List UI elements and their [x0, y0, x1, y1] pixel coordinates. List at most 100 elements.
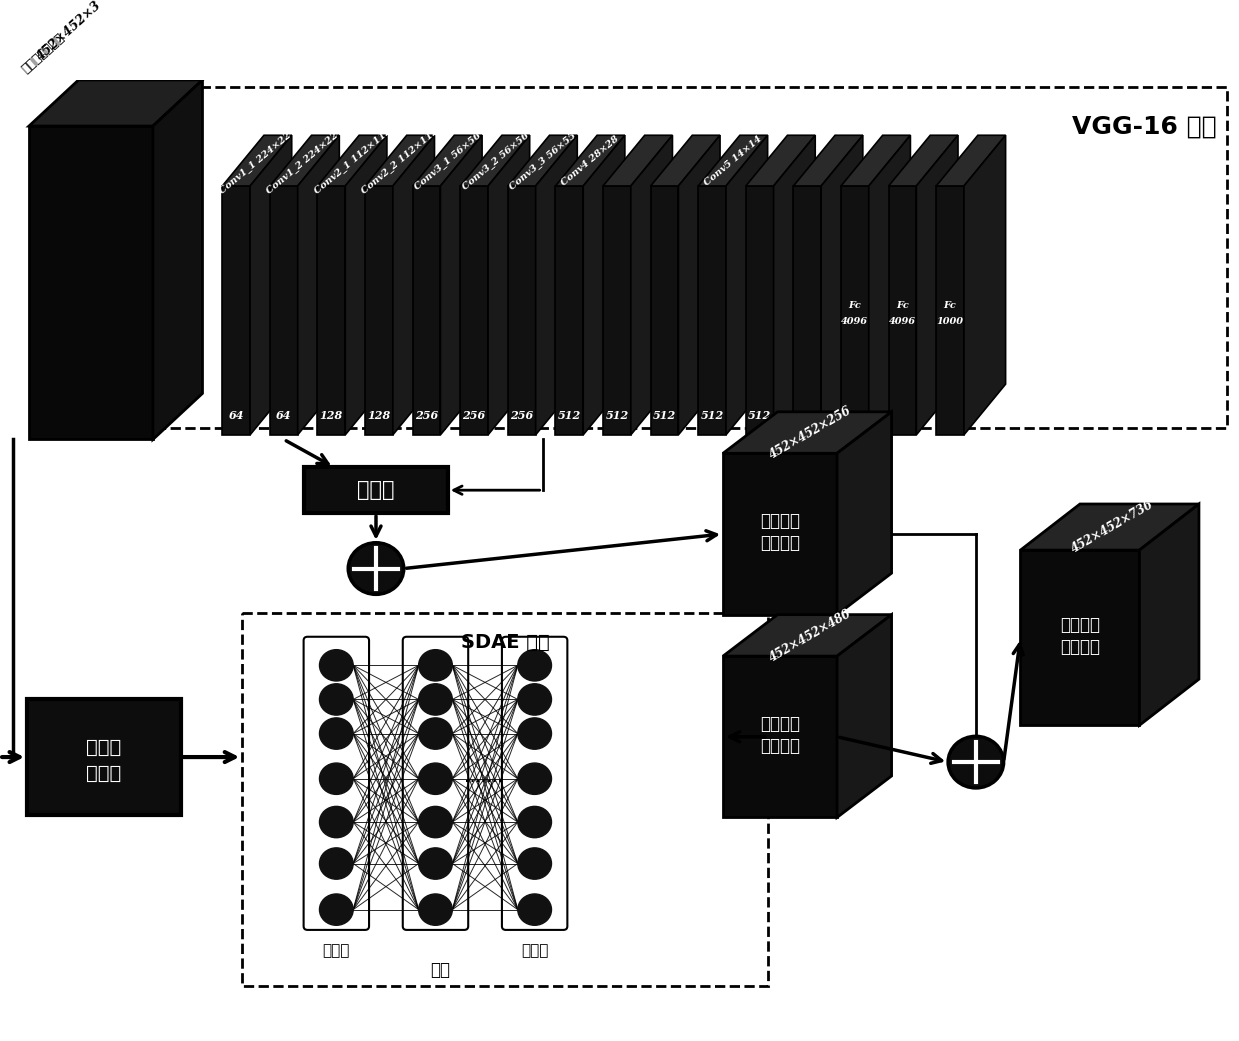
- Polygon shape: [821, 135, 862, 435]
- Polygon shape: [152, 80, 202, 439]
- Polygon shape: [746, 135, 815, 186]
- Polygon shape: [413, 186, 440, 435]
- Text: Conv3_2 56×56: Conv3_2 56×56: [460, 130, 530, 191]
- Circle shape: [518, 763, 551, 794]
- Circle shape: [518, 847, 551, 880]
- Polygon shape: [555, 186, 584, 435]
- Text: 短期特征: 短期特征: [760, 512, 800, 530]
- Text: 512: 512: [748, 410, 772, 421]
- Polygon shape: [841, 135, 911, 186]
- Text: 452×452×256: 452×452×256: [767, 404, 854, 461]
- Circle shape: [419, 650, 452, 681]
- Text: Conv2_1 112×112: Conv2_1 112×112: [312, 126, 393, 196]
- Text: 256: 256: [510, 410, 533, 421]
- Polygon shape: [270, 186, 297, 435]
- Circle shape: [419, 684, 452, 715]
- Text: SDAE 网络: SDAE 网络: [461, 633, 549, 652]
- Circle shape: [419, 894, 452, 925]
- Circle shape: [419, 847, 452, 880]
- Polygon shape: [917, 135, 958, 435]
- Text: 融合后的: 融合后的: [1059, 638, 1100, 656]
- Bar: [242, 613, 768, 986]
- Text: 上采样: 上采样: [357, 480, 395, 500]
- Circle shape: [348, 542, 404, 594]
- Polygon shape: [393, 135, 435, 435]
- Text: Fc: Fc: [896, 301, 909, 310]
- Polygon shape: [937, 186, 964, 435]
- Text: Conv3_3 56×55: Conv3_3 56×55: [508, 130, 577, 191]
- Text: 256: 256: [415, 410, 439, 421]
- Text: 输出层: 输出层: [520, 943, 549, 958]
- Polygon shape: [222, 186, 250, 435]
- Polygon shape: [937, 135, 1006, 186]
- Text: 512: 512: [795, 410, 819, 421]
- Polygon shape: [535, 135, 577, 435]
- Circle shape: [320, 847, 353, 880]
- Text: 256: 256: [462, 410, 486, 421]
- Polygon shape: [793, 186, 821, 435]
- Polygon shape: [317, 135, 387, 186]
- Circle shape: [518, 807, 551, 838]
- FancyBboxPatch shape: [502, 637, 567, 930]
- Polygon shape: [603, 135, 673, 186]
- Polygon shape: [413, 135, 482, 186]
- Bar: [156, 87, 1227, 429]
- Text: 452×452×736: 452×452×736: [1069, 499, 1156, 556]
- Polygon shape: [699, 186, 726, 435]
- Text: Conv3_1 56×56: Conv3_1 56×56: [413, 130, 482, 191]
- Polygon shape: [460, 186, 488, 435]
- Text: 像素级的: 像素级的: [760, 534, 800, 552]
- Polygon shape: [1021, 504, 1199, 550]
- Polygon shape: [317, 186, 346, 435]
- Circle shape: [320, 718, 353, 750]
- Circle shape: [320, 650, 353, 681]
- Text: 452×452×3: 452×452×3: [33, 0, 104, 64]
- Polygon shape: [724, 453, 838, 614]
- Polygon shape: [746, 186, 773, 435]
- Polygon shape: [838, 412, 892, 614]
- Text: Conv2_2 112×112: Conv2_2 112×112: [359, 126, 440, 196]
- Polygon shape: [631, 135, 673, 435]
- Polygon shape: [964, 135, 1006, 435]
- Text: 拆分成: 拆分成: [87, 738, 121, 758]
- Circle shape: [948, 736, 1004, 788]
- Circle shape: [419, 763, 452, 794]
- Polygon shape: [679, 135, 720, 435]
- Polygon shape: [460, 135, 530, 186]
- Text: 512: 512: [606, 410, 628, 421]
- Text: 隐层: 隐层: [430, 961, 451, 980]
- Text: 1000: 1000: [937, 316, 964, 326]
- Text: 大小预处理图像: 大小预处理图像: [19, 30, 67, 75]
- Polygon shape: [650, 135, 720, 186]
- Text: 128: 128: [367, 410, 390, 421]
- Polygon shape: [838, 614, 892, 817]
- Text: 粗粠特征: 粗粠特征: [760, 715, 800, 733]
- Text: Fc: Fc: [849, 301, 861, 310]
- Text: 输入层: 输入层: [322, 943, 351, 958]
- Polygon shape: [440, 135, 482, 435]
- Polygon shape: [888, 186, 917, 435]
- Text: 4096: 4096: [841, 316, 869, 326]
- Text: Conv1_2 224×224: Conv1_2 224×224: [264, 126, 344, 196]
- Text: VGG-16 网络: VGG-16 网络: [1072, 115, 1217, 139]
- FancyBboxPatch shape: [27, 700, 181, 815]
- Polygon shape: [250, 135, 291, 435]
- Polygon shape: [584, 135, 624, 435]
- Polygon shape: [724, 412, 892, 453]
- Text: 128: 128: [320, 410, 343, 421]
- Text: 三维特征: 三维特征: [1059, 616, 1100, 634]
- Text: 512: 512: [700, 410, 724, 421]
- Text: Conv1_1 224×224: Conv1_1 224×224: [217, 126, 297, 196]
- Circle shape: [320, 807, 353, 838]
- FancyBboxPatch shape: [403, 637, 468, 930]
- Circle shape: [518, 718, 551, 750]
- Circle shape: [320, 763, 353, 794]
- Circle shape: [518, 650, 551, 681]
- Polygon shape: [508, 186, 535, 435]
- Polygon shape: [888, 135, 958, 186]
- Circle shape: [320, 684, 353, 715]
- Polygon shape: [346, 135, 387, 435]
- Text: 4096: 4096: [890, 316, 916, 326]
- Circle shape: [518, 684, 551, 715]
- Text: Conv4 28×28: Conv4 28×28: [560, 134, 621, 187]
